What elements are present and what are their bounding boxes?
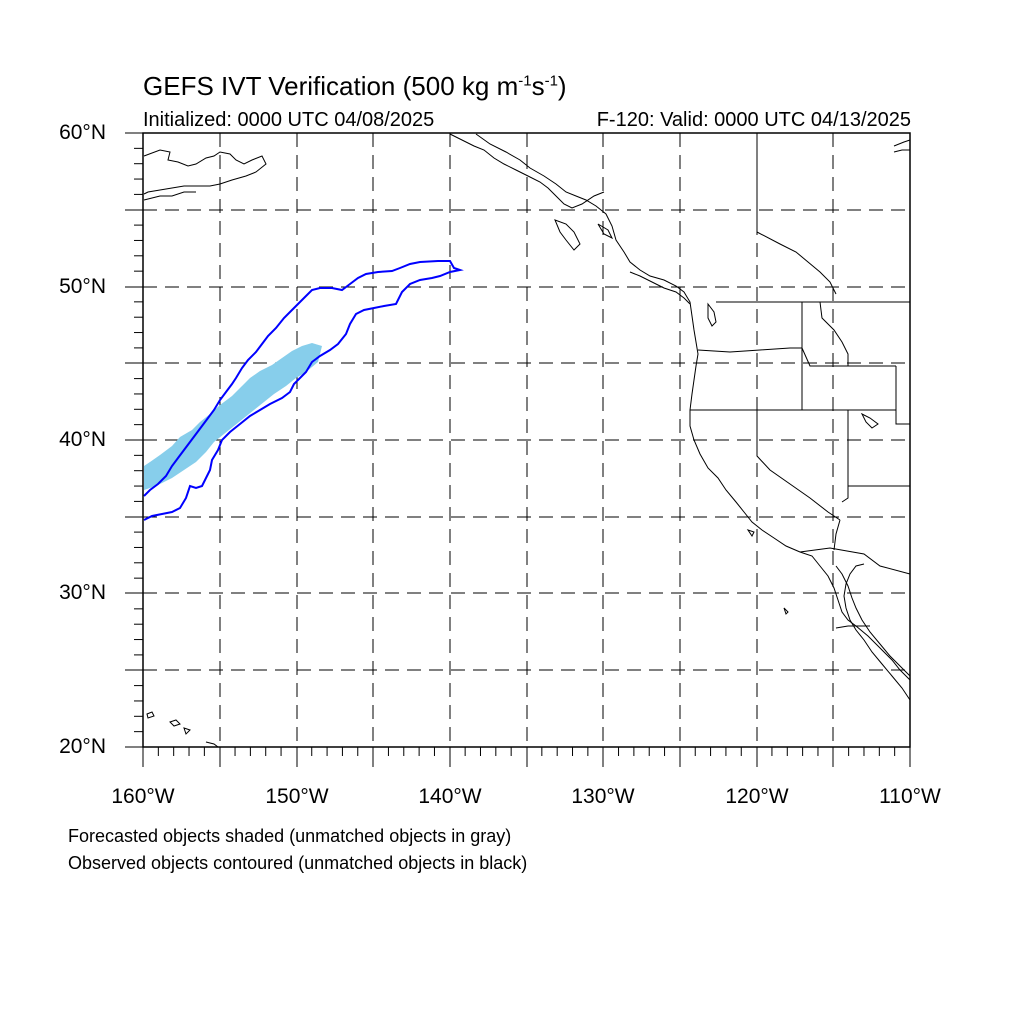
initialized-label: Initialized: 0000 UTC 04/08/2025	[143, 109, 435, 131]
political-borders	[690, 134, 911, 629]
axis-ticks	[125, 132, 911, 767]
minor-ticks	[134, 147, 896, 756]
lon-label-110w: 110°W	[879, 785, 941, 808]
valid-time-label: F-120: Valid: 0000 UTC 04/13/2025	[596, 109, 911, 131]
lat-label-30n: 30°N	[59, 581, 106, 604]
lon-label-150w: 150°W	[265, 785, 329, 808]
lon-label-120w: 120°W	[725, 785, 789, 808]
lon-label-140w: 140°W	[418, 785, 482, 808]
coastline	[143, 133, 911, 748]
observed-object-contour	[143, 260, 464, 521]
legend-forecast-note: Forecasted objects shaded (unmatched obj…	[68, 826, 512, 846]
forecast-object-shaded	[144, 343, 322, 490]
lon-label-130w: 130°W	[571, 785, 635, 808]
lat-label-50n: 50°N	[59, 275, 106, 298]
chart-title: GEFS IVT Verification (500 kg m-1s-1)	[143, 71, 567, 101]
lon-label-160w: 160°W	[111, 785, 175, 808]
legend-observed-note: Observed objects contoured (unmatched ob…	[68, 853, 528, 873]
lat-label-60n: 60°N	[59, 121, 106, 144]
lat-label-40n: 40°N	[59, 428, 106, 451]
lat-label-20n: 20°N	[59, 735, 106, 758]
grid-lines	[143, 133, 910, 747]
